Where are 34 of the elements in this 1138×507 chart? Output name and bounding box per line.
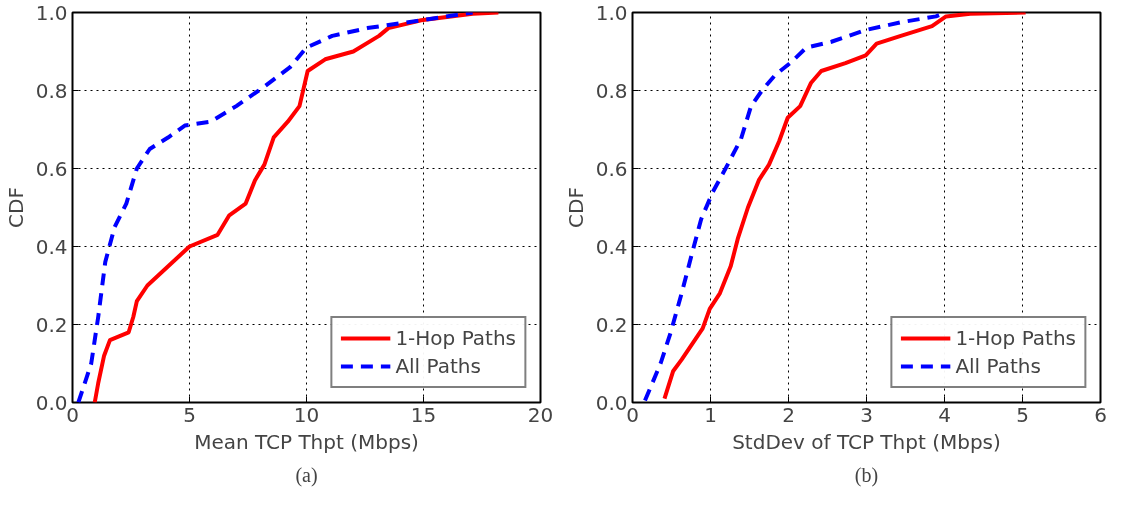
x-axis-title: Mean TCP Thpt (Mbps): [194, 429, 419, 454]
y-tick-label: 0.2: [35, 312, 68, 337]
y-tick-label: 1.0: [595, 0, 628, 25]
legend-label: 1-Hop Paths: [955, 326, 1076, 350]
y-tick-label: 0.2: [595, 312, 628, 337]
x-tick-label: 10: [293, 402, 320, 427]
x-axis-title: StdDev of TCP Thpt (Mbps): [732, 429, 1001, 454]
x-tick-label: 3: [860, 402, 873, 427]
y-tick-label: 0.4: [595, 234, 628, 259]
y-axis-title: CDF: [563, 187, 588, 228]
x-tick-label: 15: [410, 402, 437, 427]
text: (b): [854, 463, 879, 487]
y-tick-label: 0.6: [595, 156, 628, 181]
x-tick-label: 5: [1016, 402, 1029, 427]
x-tick-label: 6: [1094, 402, 1107, 427]
x-tick-label: 2: [782, 402, 795, 427]
legend-label: All Paths: [395, 354, 481, 378]
text: (a): [295, 463, 318, 487]
legend-label: 1-Hop Paths: [395, 326, 516, 350]
y-tick-label: 1.0: [35, 0, 68, 25]
x-tick-label: 4: [938, 402, 951, 427]
y-tick-label: 0.8: [35, 78, 68, 103]
x-tick-label: 20: [527, 402, 554, 427]
y-tick-label: 0.0: [595, 390, 628, 415]
x-tick-label: 5: [183, 402, 196, 427]
y-tick-label: 0.0: [35, 390, 68, 415]
x-tick-label: 0: [66, 402, 79, 427]
x-tick-label: 0: [626, 402, 639, 427]
y-tick-label: 0.6: [35, 156, 68, 181]
legend-label: All Paths: [955, 354, 1041, 378]
y-tick-label: 0.4: [35, 234, 68, 259]
y-tick-label: 0.8: [595, 78, 628, 103]
x-tick-label: 1: [704, 402, 717, 427]
y-axis-title: CDF: [3, 187, 28, 228]
